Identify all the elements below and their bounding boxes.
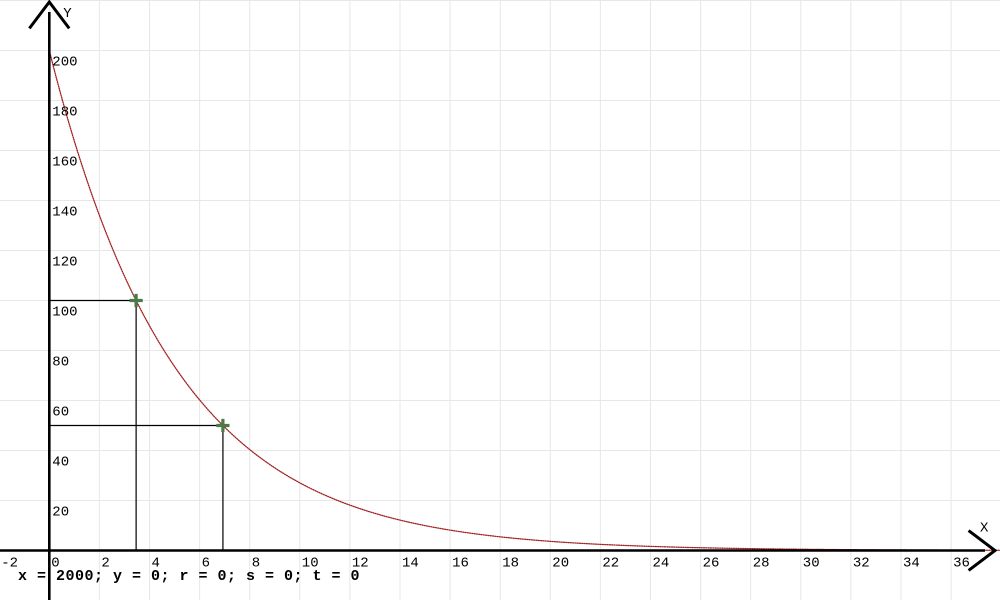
svg-text:36: 36 — [953, 556, 970, 572]
svg-text:X: X — [980, 521, 989, 537]
svg-text:140: 140 — [52, 205, 77, 221]
svg-text:22: 22 — [602, 556, 619, 572]
svg-text:26: 26 — [703, 556, 720, 572]
svg-text:30: 30 — [803, 556, 820, 572]
svg-text:200: 200 — [52, 55, 77, 71]
svg-text:28: 28 — [753, 556, 770, 572]
svg-text:24: 24 — [653, 556, 670, 572]
svg-text:160: 160 — [52, 155, 77, 171]
svg-text:80: 80 — [52, 355, 69, 371]
svg-text:32: 32 — [853, 556, 870, 572]
svg-text:20: 20 — [52, 505, 69, 521]
svg-text:Y: Y — [63, 6, 72, 22]
svg-text:40: 40 — [52, 455, 69, 471]
svg-text:18: 18 — [502, 556, 519, 572]
svg-text:180: 180 — [52, 105, 77, 121]
svg-text:100: 100 — [52, 305, 77, 321]
svg-text:-2: -2 — [1, 556, 18, 572]
svg-text:14: 14 — [402, 556, 419, 572]
svg-text:120: 120 — [52, 255, 77, 271]
svg-text:60: 60 — [52, 405, 69, 421]
svg-text:16: 16 — [452, 556, 469, 572]
svg-text:34: 34 — [903, 556, 920, 572]
svg-text:20: 20 — [552, 556, 569, 572]
